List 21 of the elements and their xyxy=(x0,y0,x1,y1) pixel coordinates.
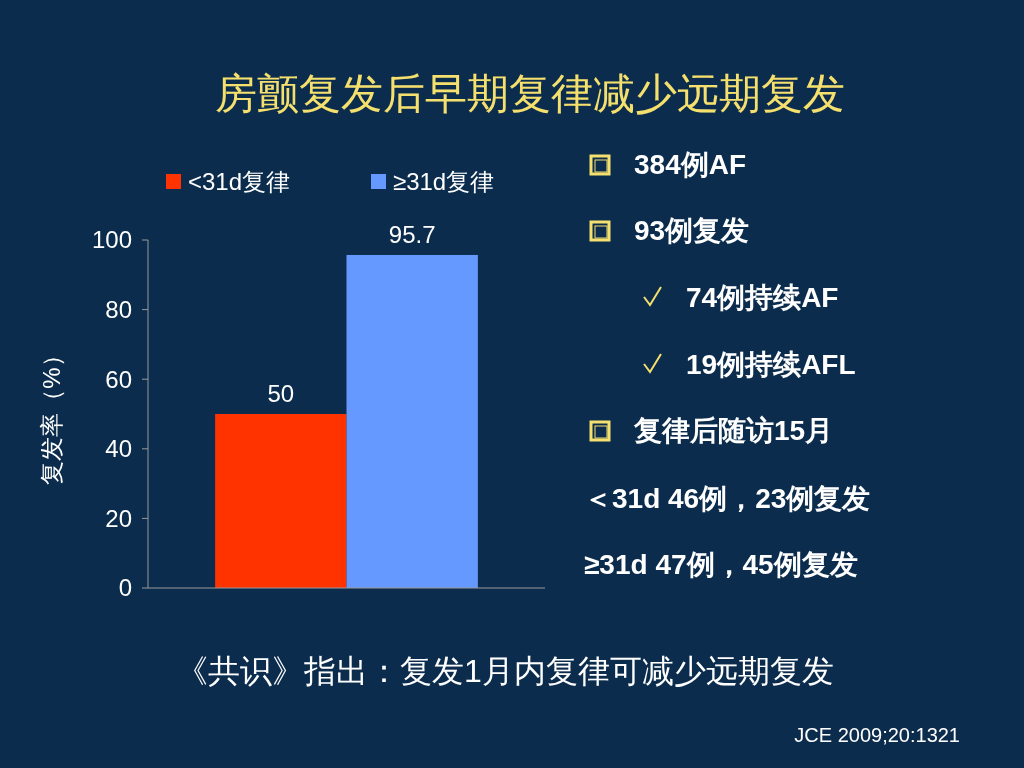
text: JCE 2009;20:1321 xyxy=(794,724,960,746)
y-tick-label: 20 xyxy=(105,504,132,532)
y-tick-label: 80 xyxy=(105,296,132,323)
y-tick-label: 100 xyxy=(91,226,132,254)
text: 93例复发 xyxy=(634,215,750,246)
data-label: 95.7 xyxy=(388,220,436,248)
text: 384例AF xyxy=(634,149,747,180)
text: 复律后随访15月 xyxy=(633,415,834,446)
text: ＜31d 46例，23例复发 xyxy=(584,483,871,514)
y-axis-title: 复发率（%） xyxy=(38,343,65,485)
legend-label: <31d复律 xyxy=(188,168,291,195)
text: 《共识》指出：复发1月内复律可减少远期复发 xyxy=(176,653,834,689)
text: 74例持续AF xyxy=(686,282,839,313)
text: 19例持续AFL xyxy=(686,349,856,380)
y-tick-label: 60 xyxy=(105,365,132,393)
data-label: 50 xyxy=(267,380,295,407)
chart-title: 房颤复发后早期复律减少远期复发 xyxy=(215,70,845,117)
legend-label: ≥31d复律 xyxy=(393,168,495,195)
y-tick-label: 0 xyxy=(118,574,132,602)
text: ≥31d 47例，45例复发 xyxy=(584,549,858,580)
y-tick-label: 40 xyxy=(105,435,132,463)
